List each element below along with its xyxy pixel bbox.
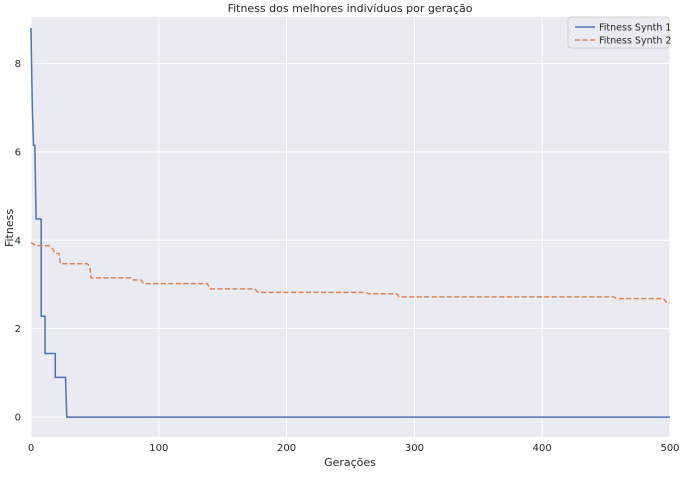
- plot-area: [31, 17, 670, 437]
- x-axis-label: Gerações: [324, 456, 376, 469]
- x-tick-labels: 0 100 200 300 400 500: [28, 443, 680, 454]
- y-axis-label: Fitness: [3, 209, 16, 247]
- chart-title: Fitness dos melhores indivíduos por gera…: [228, 2, 473, 15]
- x-tick-label: 300: [405, 443, 424, 454]
- x-tick-label: 0: [28, 443, 34, 454]
- x-tick-label: 400: [533, 443, 552, 454]
- x-tick-label: 200: [277, 443, 296, 454]
- y-tick-labels: 0 2 4 6 8: [15, 59, 21, 424]
- y-tick-label: 0: [15, 413, 21, 424]
- series-lines: [30, 28, 670, 418]
- y-tick-label: 2: [15, 324, 21, 335]
- y-tick-label: 6: [15, 147, 21, 158]
- y-tick-label: 4: [15, 236, 21, 247]
- y-tick-label: 8: [15, 59, 21, 70]
- x-tick-label: 100: [149, 443, 168, 454]
- legend-label-synth-2: Fitness Synth 2: [599, 36, 671, 47]
- legend: Fitness Synth 1 Fitness Synth 2: [567, 16, 671, 49]
- legend-label-synth-1: Fitness Synth 1: [599, 23, 671, 34]
- series-line-fitness-synth-2: [30, 241, 670, 303]
- series-line-fitness-synth-1: [30, 28, 670, 418]
- x-tick-label: 500: [660, 443, 679, 454]
